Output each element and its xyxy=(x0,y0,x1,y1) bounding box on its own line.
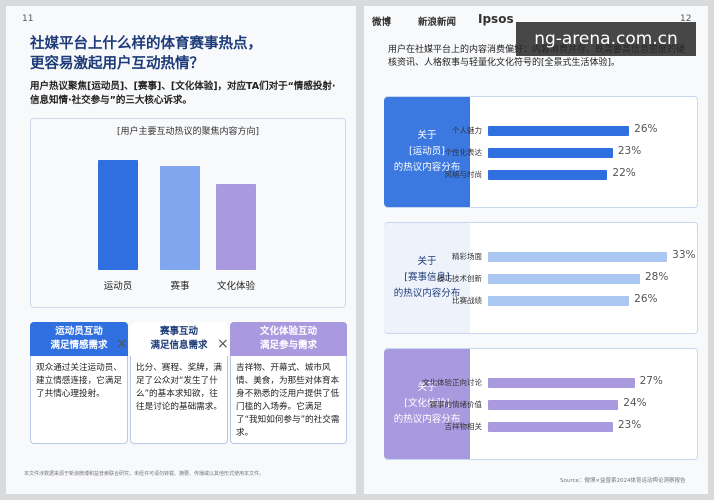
card-header: 文化体验互动 满足参与需求 xyxy=(230,322,347,356)
panel-label: 关于 [赛事信息] 的热议内容分布 xyxy=(384,223,470,333)
source: Source：微博×益普索2024体育运动舆论洞察报告 xyxy=(560,478,686,484)
panel-label-line: 关于 xyxy=(417,256,437,267)
bar xyxy=(488,378,635,388)
panel-label-line: [赛事信息] xyxy=(404,272,450,283)
bar xyxy=(488,170,608,180)
chart-title: [用户主要互动热议的聚焦内容方向] xyxy=(116,127,260,137)
value-label: 23% xyxy=(617,419,642,431)
panel-label: 关于 [文化体验] 的热议内容分布 xyxy=(384,349,470,459)
separator-icon: × xyxy=(217,336,229,352)
card-body: 观众通过关注运动员、建立情感连接，它满足了共情心理投射。 xyxy=(36,363,122,399)
category-label: 运动员 xyxy=(103,281,133,292)
item-label: 风格与时尚 xyxy=(444,170,483,179)
bar xyxy=(98,160,138,270)
category-label: 赛事 xyxy=(170,281,190,292)
logo: 新浪新闻 xyxy=(418,17,457,28)
panel-label-line: 的热议内容分布 xyxy=(393,288,461,299)
bar xyxy=(488,274,640,284)
bar xyxy=(216,184,256,270)
item-label: 精彩场面 xyxy=(452,252,482,261)
title-line: 更容易激起用户互动热情？ xyxy=(30,56,204,72)
bar xyxy=(160,165,200,270)
value-label: 26% xyxy=(634,293,658,305)
panel-label-line: 关于 xyxy=(417,130,437,141)
card-header-line: 满足信息需求 xyxy=(150,340,208,351)
panel-label-line: 关于 xyxy=(417,382,437,393)
title-line: 社媒平台上什么样的体育赛事热点， xyxy=(30,36,262,52)
value-label: 28% xyxy=(645,271,669,283)
separator-icon: × xyxy=(116,336,128,352)
bar xyxy=(488,126,630,136)
logo: 微博 xyxy=(372,17,392,28)
item-label: 技巧技术创新 xyxy=(437,274,482,283)
panel-label-line: 的热议内容分布 xyxy=(393,162,461,173)
value-label: 23% xyxy=(617,145,642,157)
bar xyxy=(488,296,630,306)
watermark: ng-arena.com.cn xyxy=(516,22,696,56)
item-label: 个性化表达 xyxy=(444,148,483,157)
value-label: 26% xyxy=(634,123,658,135)
bar xyxy=(488,400,619,410)
card-header-line: 运动员互动 xyxy=(55,326,103,337)
value-label: 22% xyxy=(612,167,636,179)
item-label: 文化体验正向讨论 xyxy=(422,378,482,387)
card-body: 比分、赛程、奖牌，满足了公众对“发生了什么”的基本求知欲，往往是讨论的基础需求。 xyxy=(136,363,222,412)
card-header-line: 赛事互动 xyxy=(159,326,198,337)
bar xyxy=(488,148,613,158)
panel-label-line: 的热议内容分布 xyxy=(393,414,461,425)
value-label: 24% xyxy=(623,397,647,409)
page-number: 12 xyxy=(680,14,692,24)
card-header: 赛事互动满足信息需求 xyxy=(130,322,228,356)
subtitle: 用户热议聚焦[运动员]、[赛事]、[文化体验]，对应TA们对于“情感投射·信息知… xyxy=(30,81,336,106)
card-header-line: 满足参与需求 xyxy=(259,340,317,351)
title: 社媒平台上什么样的体育赛事热点， 更容易激起用户互动热情？ xyxy=(30,34,262,74)
card-header-line: 满足情感需求 xyxy=(50,340,108,351)
item-label: 个人魅力 xyxy=(452,126,482,135)
item-label: 比赛战绩 xyxy=(452,296,482,305)
footer: 本文件涉数据来源于新浪微博和益普索联合研究，未经许可请勿转载、摘要、传播或以其他… xyxy=(24,471,265,477)
category-label: 文化体验 xyxy=(216,281,255,292)
chart-frame xyxy=(30,118,346,308)
page-number: 11 xyxy=(22,14,34,24)
card-header: 运动员互动满足情感需求 xyxy=(30,322,128,356)
bar xyxy=(488,252,668,262)
item-label: 赛事的情绪价值 xyxy=(429,400,483,409)
bar xyxy=(488,422,613,432)
panel-label-line: [文化体验] xyxy=(404,398,450,409)
panel-label: 关于 [运动员] 的热议内容分布 xyxy=(384,97,470,207)
item-label: 吉祥物相关 xyxy=(444,422,483,431)
card-header-line: 文化体验互动 xyxy=(259,326,317,337)
value-label: 27% xyxy=(639,375,663,387)
logo: Ipsos xyxy=(478,12,514,26)
panel-label-line: [运动员] xyxy=(409,146,445,157)
value-label: 33% xyxy=(672,249,696,261)
card-body: 吉祥物、开幕式、城市风情、美食，为那些对体育本身不熟悉的泛用户提供了低门槛的入场… xyxy=(236,363,340,438)
